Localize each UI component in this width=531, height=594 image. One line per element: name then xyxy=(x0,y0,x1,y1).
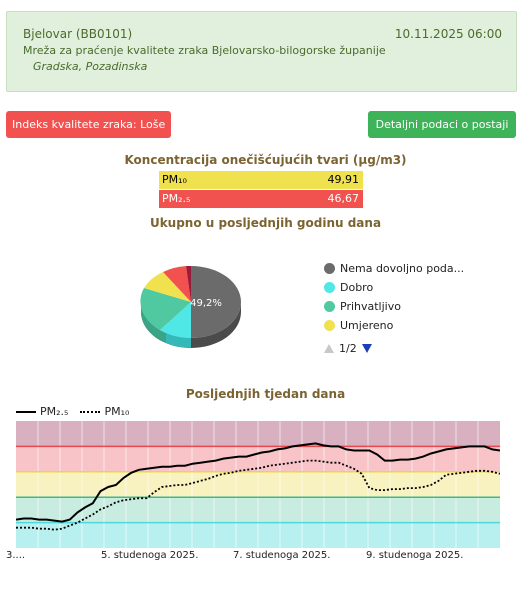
year-pie-chart: 49,2% xyxy=(136,258,246,358)
station-location: Gradska, Pozadinska xyxy=(33,60,148,73)
series-legend-label: PM₂.₅ xyxy=(40,405,69,418)
legend-label: Umjereno xyxy=(340,319,394,332)
legend-item-nema-podataka[interactable]: Nema dovoljno poda... xyxy=(324,259,514,278)
legend-dot xyxy=(324,301,335,312)
x-tick-label: 5. studenoga 2025. xyxy=(101,550,199,561)
x-tick-label: 3.... xyxy=(6,550,26,561)
series-legend-pm10[interactable]: PM₁₀ xyxy=(80,405,129,418)
measurement-datetime: 10.11.2025 06:00 xyxy=(394,27,502,41)
year-legend: Nema dovoljno poda... Dobro Prihvatljivo… xyxy=(324,259,514,335)
pie-slice-prihvatljivo xyxy=(140,288,191,330)
legend-label: Prihvatljivo xyxy=(340,300,401,313)
station-header: Bjelovar (BB0101) 10.11.2025 06:00 Mreža… xyxy=(6,11,517,92)
pie-slice-vrlo-lose xyxy=(186,265,191,302)
series-line-pm25 xyxy=(16,442,500,523)
x-tick-label: 9. studenoga 2025. xyxy=(366,550,464,561)
legend-item-umjereno[interactable]: Umjereno xyxy=(324,316,514,335)
pie-label: 49,2% xyxy=(190,298,222,309)
pie-slice-lose xyxy=(163,266,191,302)
pie-slice-dobro xyxy=(160,302,191,338)
week-title: Posljednjih tjedan dana xyxy=(185,387,346,401)
station-name: Bjelovar (BB0101) xyxy=(23,27,133,41)
pm10-value: 49,91 xyxy=(327,173,360,186)
concentration-row-pm25: PM₂.₅ 46,67 xyxy=(159,190,363,208)
network-name: Mreža za praćenje kvalitete zraka Bjelov… xyxy=(23,44,386,57)
week-series-legend: PM₂.₅ PM₁₀ xyxy=(16,405,141,418)
legend-label: Dobro xyxy=(340,281,374,294)
week-line-chart xyxy=(16,421,500,548)
pie-slice-umjereno xyxy=(144,272,191,302)
legend-label: Nema dovoljno poda... xyxy=(340,262,465,275)
series-legend-label: PM₁₀ xyxy=(104,405,130,418)
legend-item-prihvatljivo[interactable]: Prihvatljivo xyxy=(324,297,514,316)
concentration-row-pm10: PM₁₀ 49,91 xyxy=(159,171,363,189)
legend-dot xyxy=(324,282,335,293)
series-legend-pm25[interactable]: PM₂.₅ xyxy=(16,405,68,418)
pager-label: 1/2 xyxy=(339,342,357,355)
pie-depth-front-left xyxy=(141,302,166,343)
concentration-title: Koncentracija onečišćujućih tvari (µg/m3… xyxy=(124,153,407,167)
pager-up-icon[interactable] xyxy=(324,344,334,353)
series-line-pm10 xyxy=(16,459,500,531)
solid-line-swatch xyxy=(16,410,36,413)
dotted-line-swatch xyxy=(80,410,101,413)
legend-pager: 1/2 xyxy=(324,342,372,355)
pm25-label: PM₂.₅ xyxy=(162,192,191,205)
legend-dot xyxy=(324,320,335,331)
year-title: Ukupno u posljednjih godinu dana xyxy=(149,216,382,230)
legend-dot xyxy=(324,263,335,274)
pie-depth-front-mid xyxy=(166,333,191,348)
pm10-label: PM₁₀ xyxy=(162,173,187,186)
station-details-button[interactable]: Detaljni podaci o postaji xyxy=(368,111,516,138)
pager-down-icon[interactable] xyxy=(361,344,372,353)
x-tick-label: 7. studenoga 2025. xyxy=(233,550,331,561)
legend-item-dobro[interactable]: Dobro xyxy=(324,278,514,297)
pie-slice-nema-podataka xyxy=(191,266,241,338)
aqi-badge: Indeks kvalitete zraka: Loše xyxy=(6,111,172,138)
pm25-value: 46,67 xyxy=(327,192,360,205)
